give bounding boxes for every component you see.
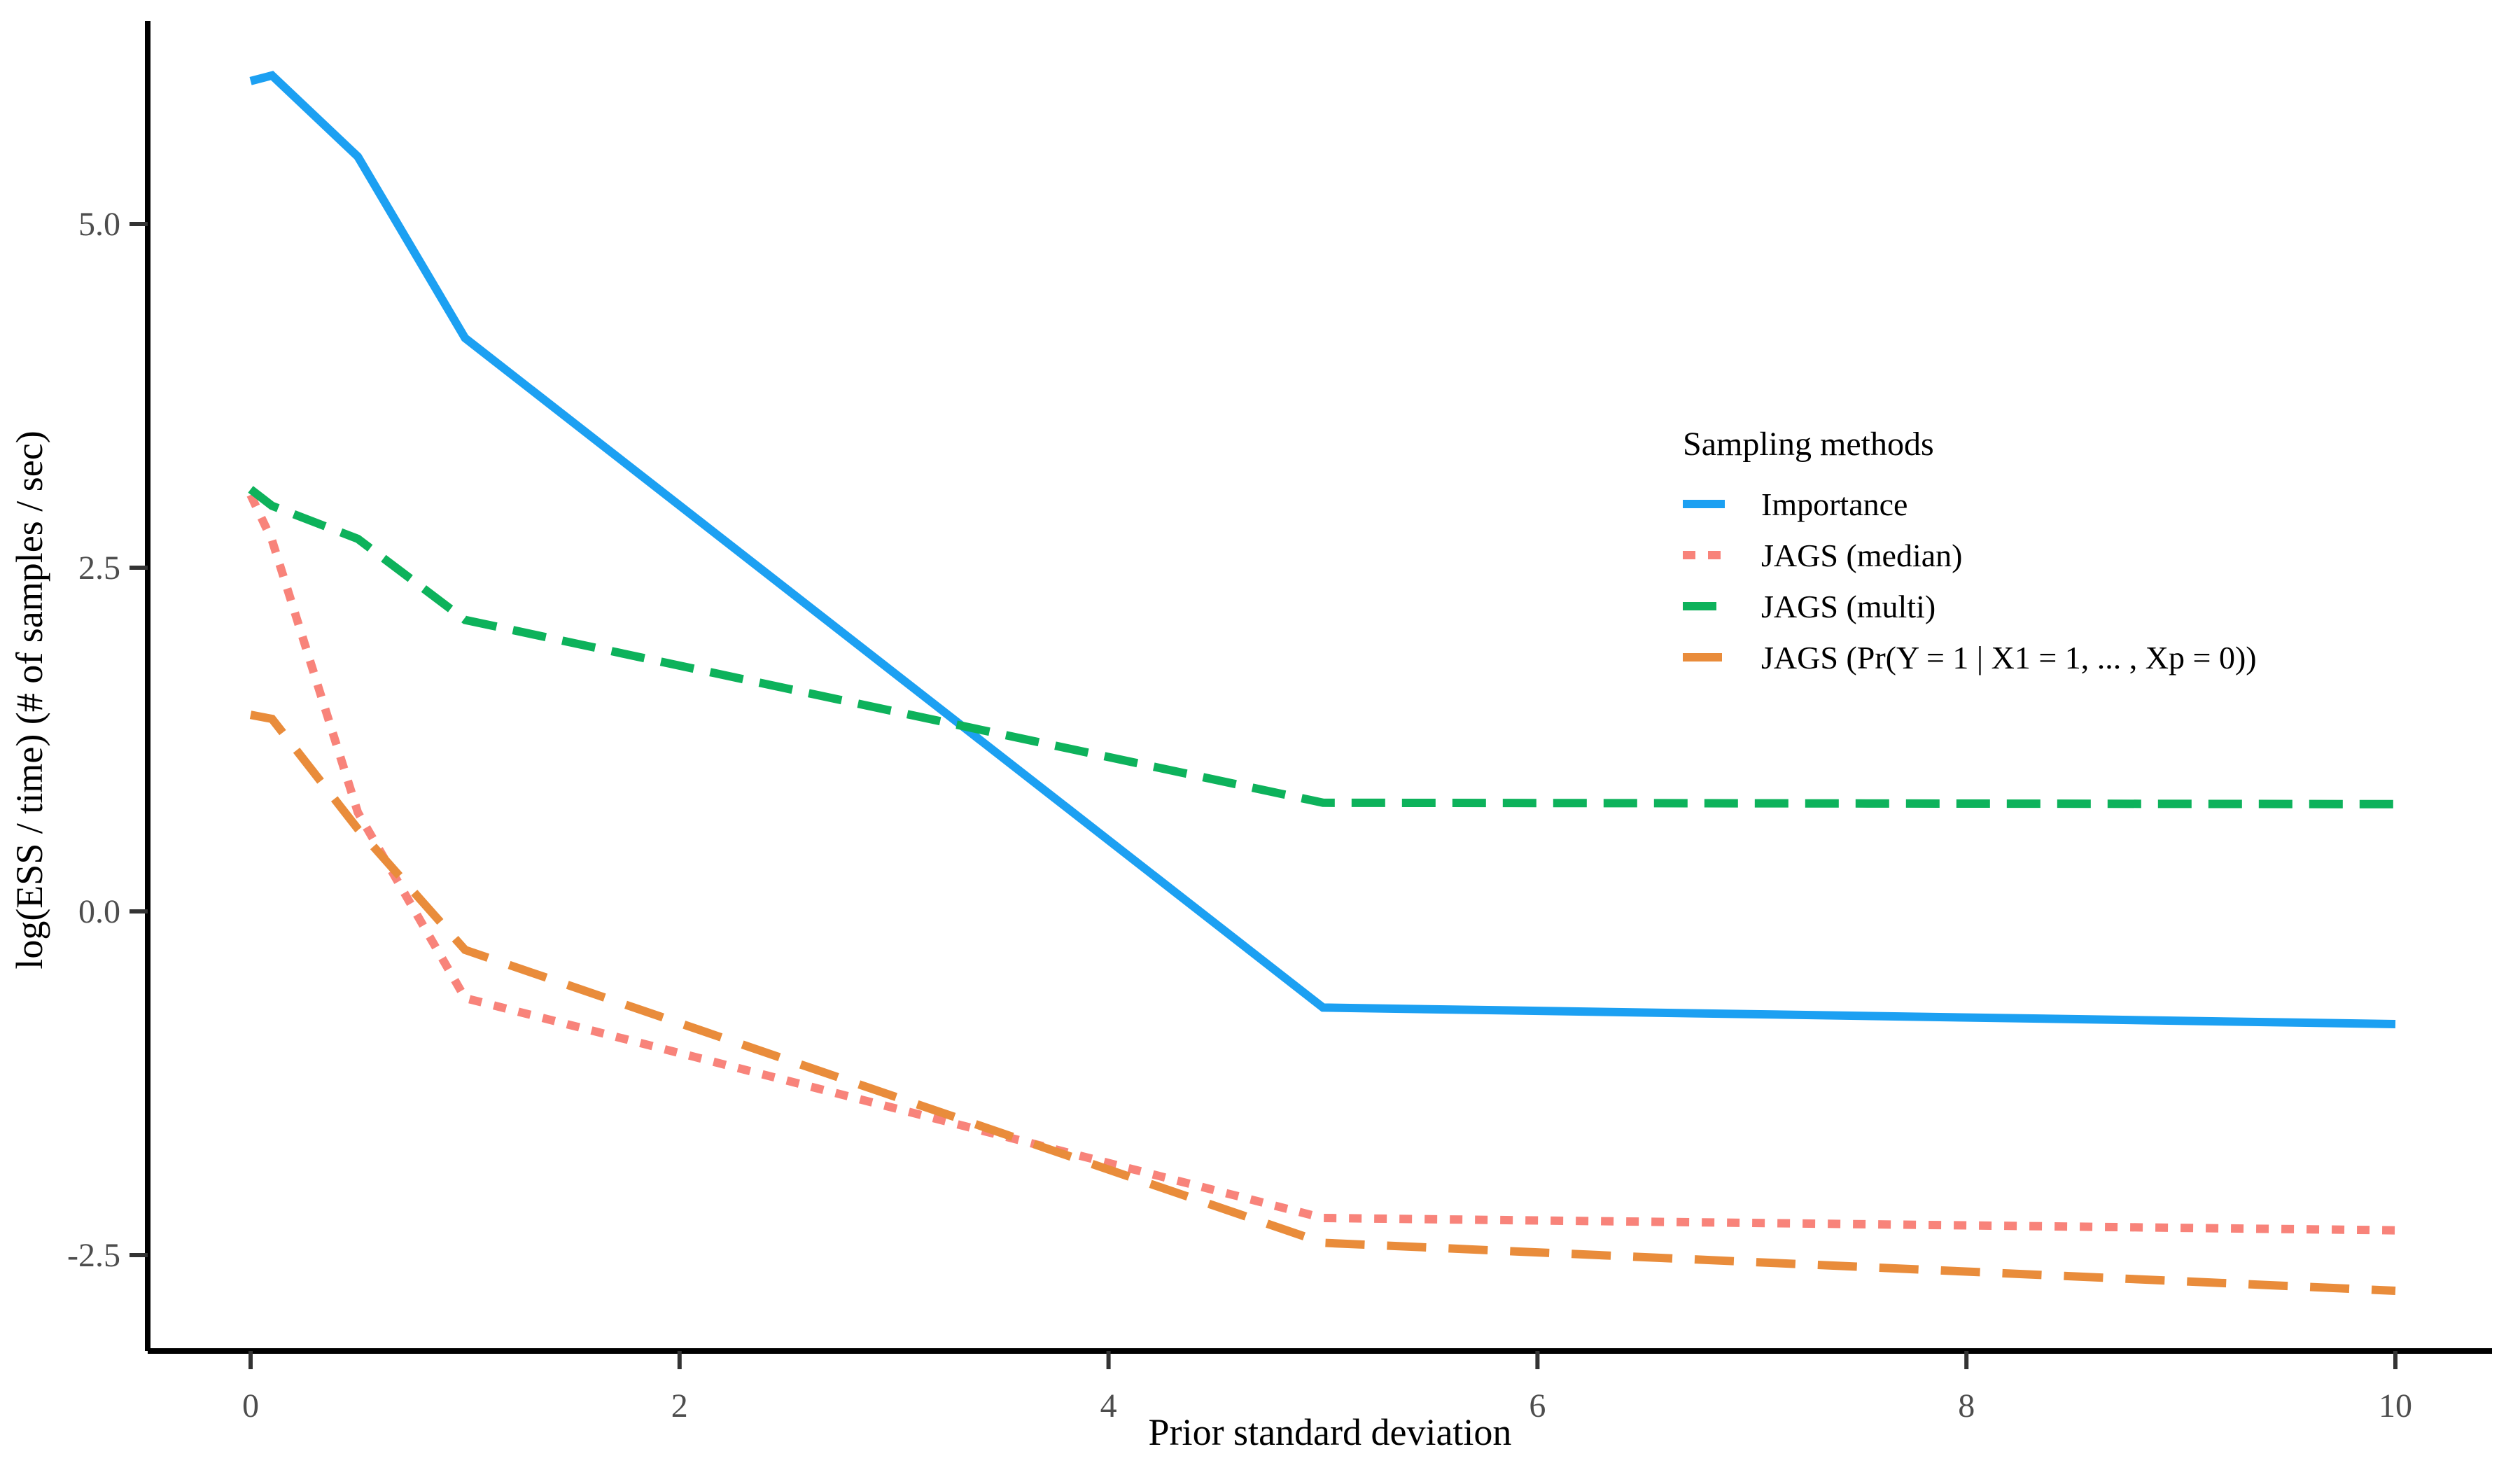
- x-tick-label: 2: [671, 1387, 688, 1424]
- series-line-jags-median: [246, 493, 2396, 1235]
- legend-label-jags-multi: JAGS (multi): [1761, 589, 1935, 624]
- legend-item-jags-multi: JAGS (multi): [1683, 589, 1935, 624]
- legend-item-importance: Importance: [1683, 486, 1907, 522]
- y-tick-label: 2.5: [78, 550, 120, 587]
- x-tick-label: 6: [1529, 1387, 1546, 1424]
- y-axis-title: log(ESS / time) (# of samples / sec): [8, 430, 50, 969]
- x-tick-label: 0: [242, 1387, 259, 1424]
- legend-label-jags-pr: JAGS (Pr(Y = 1 | X1 = 1, ... , Xp = 0)): [1761, 640, 2257, 676]
- x-tick-label: 8: [1958, 1387, 1975, 1424]
- series-lines: [246, 71, 2396, 1295]
- legend-item-jags-median: JAGS (median): [1683, 538, 1962, 573]
- y-axis-ticks: -2.5 0.0 2.5 5.0: [67, 206, 148, 1274]
- legend-title: Sampling methods: [1683, 426, 1934, 463]
- x-tick-label: 4: [1100, 1387, 1117, 1424]
- y-tick-label: -2.5: [67, 1237, 120, 1274]
- y-tick-label: 0.0: [78, 893, 120, 930]
- x-axis-ticks: 0 2 4 6 8 10: [242, 1351, 2412, 1424]
- legend: Sampling methods Importance JAGS (median…: [1683, 426, 2257, 676]
- x-axis-title: Prior standard deviation: [1149, 1411, 1512, 1453]
- y-tick-label: 5.0: [78, 206, 120, 243]
- x-tick-label: 10: [2379, 1387, 2412, 1424]
- legend-label-jags-median: JAGS (median): [1761, 538, 1962, 573]
- legend-label-importance: Importance: [1761, 486, 1907, 522]
- series-line-jags-multi: [248, 486, 2396, 808]
- series-line-importance: [249, 71, 2396, 1028]
- series-line-jags-pr-y-1-x1-1-xp-0: [249, 710, 2396, 1295]
- legend-item-jags-pr: JAGS (Pr(Y = 1 | X1 = 1, ... , Xp = 0)): [1683, 640, 2257, 676]
